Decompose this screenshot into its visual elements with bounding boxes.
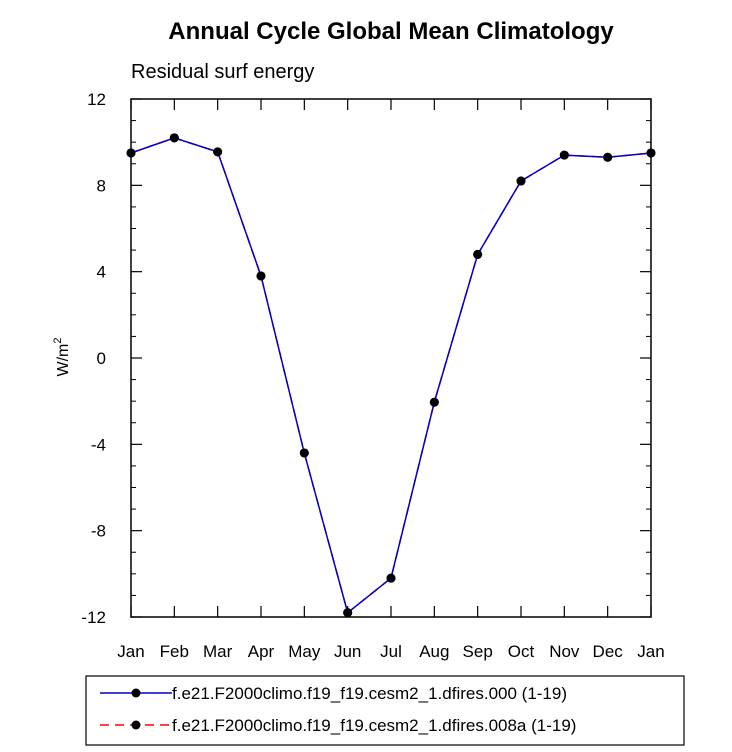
plot-frame <box>130 98 652 618</box>
data-point-series-1 <box>603 152 613 162</box>
data-point-series-1 <box>256 271 266 281</box>
y-tick-label: 4 <box>97 263 106 282</box>
series-layer <box>126 133 656 618</box>
legend-label-1: f.e21.F2000climo.f19_f19.cesm2_1.dfires.… <box>172 684 567 703</box>
data-point-series-1 <box>559 150 569 160</box>
data-point-series-1 <box>473 249 483 259</box>
data-point-series-1 <box>516 176 526 186</box>
x-tick-label: Jun <box>334 642 361 661</box>
legend-item-1: f.e21.F2000climo.f19_f19.cesm2_1.dfires.… <box>100 684 567 703</box>
chart-subtitle: Residual surf energy <box>131 61 314 83</box>
y-axis-label-group: W/m2 <box>52 338 72 377</box>
legend-label-2: f.e21.F2000climo.f19_f19.cesm2_1.dfires.… <box>172 716 576 735</box>
x-tick-label: May <box>288 642 321 661</box>
y-tick-label: 0 <box>97 349 106 368</box>
y-axis-label: W/m2 <box>52 338 72 377</box>
axis-ticks <box>130 98 652 618</box>
y-tick-labels: -12 -8 -4 0 4 8 12 <box>81 90 106 627</box>
x-tick-labels: Jan Feb Mar Apr May Jun Jul Aug Sep Oct Nov Dec Jan <box>117 642 664 661</box>
data-point-series-1 <box>213 147 223 157</box>
y-tick-label: -8 <box>91 522 106 541</box>
x-tick-label: Feb <box>160 642 189 661</box>
series-line-1 <box>130 137 652 614</box>
x-tick-label: Mar <box>203 642 233 661</box>
x-tick-label: Aug <box>419 642 449 661</box>
legend-marker-2 <box>131 720 141 730</box>
x-tick-label: Dec <box>593 642 624 661</box>
chart-title: Annual Cycle Global Mean Climatology <box>168 18 614 45</box>
data-point-series-1 <box>386 573 396 583</box>
y-tick-label: 8 <box>97 176 106 195</box>
x-tick-label: Jan <box>637 642 664 661</box>
legend-item-2: f.e21.F2000climo.f19_f19.cesm2_1.dfires.… <box>100 716 576 735</box>
data-point-series-1 <box>169 133 179 143</box>
legend: f.e21.F2000climo.f19_f19.cesm2_1.dfires.… <box>85 675 685 746</box>
y-axis-label-superscript: 2 <box>52 338 64 344</box>
y-tick-label: -12 <box>81 608 106 627</box>
x-tick-label: Oct <box>508 642 535 661</box>
legend-marker-1 <box>131 688 141 698</box>
series-line-2 <box>130 137 652 614</box>
data-point-series-1 <box>343 608 353 618</box>
data-point-series-1 <box>429 397 439 407</box>
x-tick-label: Jan <box>117 642 144 661</box>
x-tick-label: Jul <box>380 642 402 661</box>
legend-frame <box>85 675 685 746</box>
x-tick-label: Nov <box>549 642 580 661</box>
y-tick-label: 12 <box>87 90 106 109</box>
y-axis-label-unit: W/m <box>55 344 72 377</box>
x-tick-label: Apr <box>248 642 275 661</box>
data-point-series-1 <box>299 448 309 458</box>
x-tick-label: Sep <box>463 642 493 661</box>
y-tick-label: -4 <box>91 435 106 454</box>
